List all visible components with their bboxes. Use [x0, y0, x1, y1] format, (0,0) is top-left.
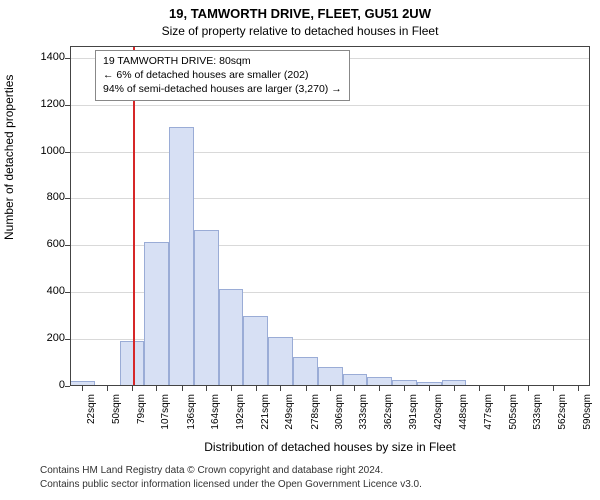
- x-tick-mark: [504, 386, 505, 391]
- annotation-line-2: ← 6% of detached houses are smaller (202…: [103, 68, 342, 82]
- x-tick-mark: [256, 386, 257, 391]
- x-tick-label: 590sqm: [582, 394, 593, 438]
- x-tick-label: 391sqm: [408, 394, 419, 438]
- x-tick-label: 164sqm: [210, 394, 221, 438]
- x-tick-label: 22sqm: [86, 394, 97, 438]
- y-tick-mark: [65, 339, 70, 340]
- x-tick-mark: [553, 386, 554, 391]
- x-tick-mark: [354, 386, 355, 391]
- x-tick-label: 79sqm: [136, 394, 147, 438]
- x-tick-label: 192sqm: [235, 394, 246, 438]
- x-tick-mark: [156, 386, 157, 391]
- x-tick-label: 562sqm: [557, 394, 568, 438]
- x-tick-mark: [206, 386, 207, 391]
- x-tick-mark: [306, 386, 307, 391]
- x-tick-mark: [280, 386, 281, 391]
- x-tick-mark: [182, 386, 183, 391]
- y-tick-mark: [65, 198, 70, 199]
- x-tick-label: 533sqm: [532, 394, 543, 438]
- y-tick-mark: [65, 105, 70, 106]
- x-tick-mark: [132, 386, 133, 391]
- x-tick-mark: [454, 386, 455, 391]
- x-tick-label: 448sqm: [458, 394, 469, 438]
- y-tick-label: 600: [5, 238, 65, 250]
- x-tick-label: 362sqm: [383, 394, 394, 438]
- x-tick-label: 136sqm: [186, 394, 197, 438]
- x-tick-label: 505sqm: [508, 394, 519, 438]
- x-tick-label: 50sqm: [111, 394, 122, 438]
- x-tick-label: 306sqm: [334, 394, 345, 438]
- x-tick-mark: [429, 386, 430, 391]
- y-tick-label: 200: [5, 332, 65, 344]
- x-axis-label: Distribution of detached houses by size …: [70, 440, 590, 454]
- y-tick-label: 1400: [5, 51, 65, 63]
- x-tick-label: 420sqm: [433, 394, 444, 438]
- x-tick-mark: [379, 386, 380, 391]
- x-tick-label: 477sqm: [483, 394, 494, 438]
- x-tick-mark: [231, 386, 232, 391]
- y-tick-mark: [65, 245, 70, 246]
- x-tick-mark: [528, 386, 529, 391]
- y-tick-mark: [65, 152, 70, 153]
- annotation-line-1: 19 TAMWORTH DRIVE: 80sqm: [103, 54, 342, 68]
- x-tick-mark: [479, 386, 480, 391]
- footer-line-2: Contains public sector information licen…: [40, 479, 422, 490]
- x-tick-mark: [107, 386, 108, 391]
- y-tick-mark: [65, 58, 70, 59]
- y-tick-mark: [65, 386, 70, 387]
- footer-line-1: Contains HM Land Registry data © Crown c…: [40, 465, 383, 476]
- chart-subtitle: Size of property relative to detached ho…: [0, 24, 600, 38]
- x-tick-mark: [82, 386, 83, 391]
- x-tick-mark: [330, 386, 331, 391]
- x-tick-label: 333sqm: [358, 394, 369, 438]
- y-tick-label: 1200: [5, 98, 65, 110]
- x-tick-label: 249sqm: [284, 394, 295, 438]
- annotation-line-3: 94% of semi-detached houses are larger (…: [103, 82, 342, 96]
- x-tick-label: 221sqm: [260, 394, 271, 438]
- y-tick-label: 0: [5, 379, 65, 391]
- y-tick-mark: [65, 292, 70, 293]
- annotation-box: 19 TAMWORTH DRIVE: 80sqm ← 6% of detache…: [95, 50, 350, 101]
- x-tick-label: 278sqm: [310, 394, 321, 438]
- y-tick-label: 400: [5, 285, 65, 297]
- x-tick-mark: [404, 386, 405, 391]
- y-tick-label: 1000: [5, 145, 65, 157]
- y-tick-label: 800: [5, 191, 65, 203]
- x-tick-mark: [578, 386, 579, 391]
- chart-title: 19, TAMWORTH DRIVE, FLEET, GU51 2UW: [0, 6, 600, 21]
- x-tick-label: 107sqm: [160, 394, 171, 438]
